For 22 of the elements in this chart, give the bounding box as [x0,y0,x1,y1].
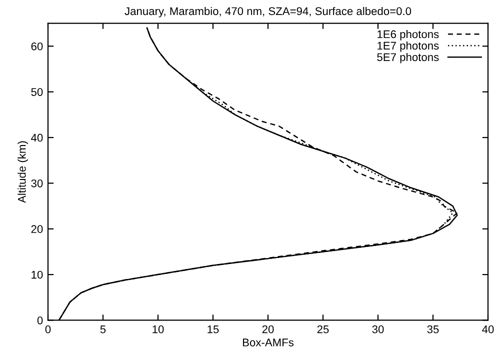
legend-label: 1E6 photons [378,30,439,40]
y-tick-label: 40 [31,134,43,142]
x-tick-label: 20 [262,325,274,334]
y-axis-title: Altitude (km) [18,141,28,203]
x-tick-label: 35 [427,325,439,334]
y-tick-label: 20 [31,225,43,234]
chart-title: January, Marambio, 470 nm, SZA=94, Surface albedo=0.0 [124,6,412,18]
x-tick-label: 5 [100,325,106,334]
legend-label: 1E7 photons [378,41,439,52]
x-tick-label: 25 [317,325,329,334]
x-tick-label: 30 [372,325,384,334]
x-tick-label: 15 [208,325,219,334]
y-tick-label: 60 [31,42,43,50]
x-tick-label: 10 [152,325,164,334]
y-tick-label: 10 [32,270,43,279]
y-tick-label: 30 [31,179,43,188]
x-tick-label: 40 [482,325,494,334]
x-axis-title: Box-AMFs [242,338,294,346]
y-tick-label: 0 [37,316,43,324]
legend-label: 5E7 photons [377,52,439,64]
y-tick-label: 50 [31,88,43,96]
x-tick-label: 0 [45,325,51,334]
